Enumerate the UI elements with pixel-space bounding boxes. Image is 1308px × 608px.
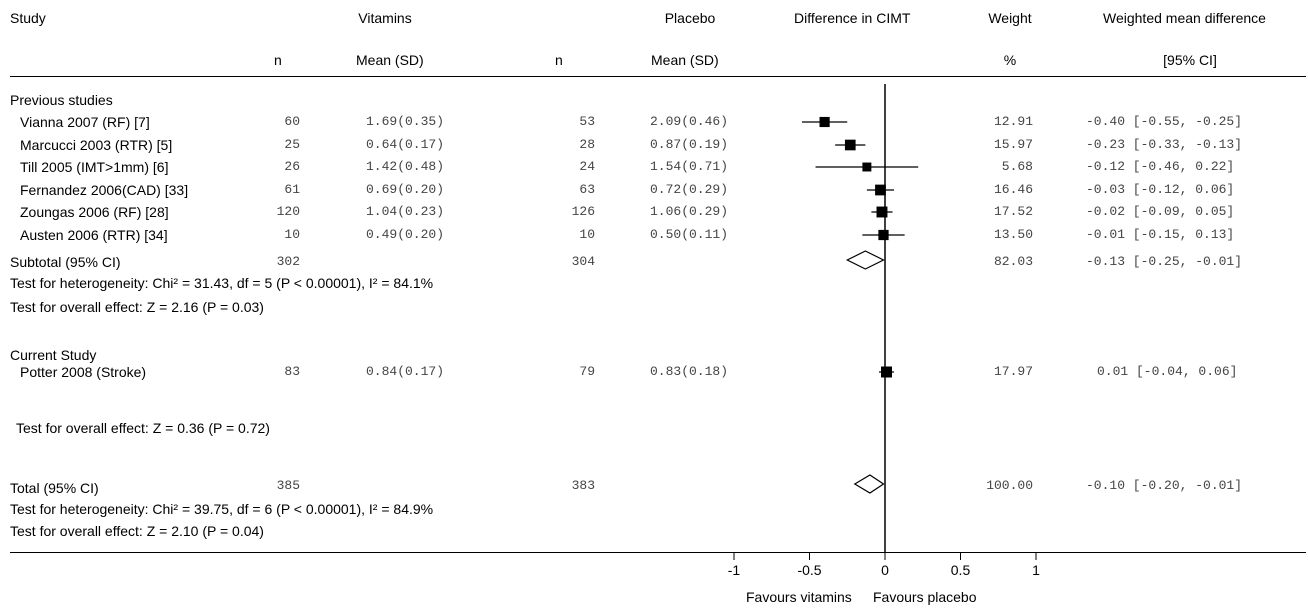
study-wmd: -0.01 [-0.15, 0.13] <box>1086 227 1235 242</box>
study-wmd: -0.03 [-0.12, 0.06] <box>1086 182 1235 197</box>
subtotal-heterogeneity: Test for heterogeneity: Chi² = 31.43, df… <box>10 275 434 291</box>
footer-divider <box>10 552 1306 553</box>
total-label: Total (95% CI) <box>10 480 99 496</box>
header-n-vitamins: n <box>274 52 282 68</box>
total-heterogeneity: Test for heterogeneity: Chi² = 39.75, df… <box>10 501 434 517</box>
study-weight: 16.46 <box>993 182 1033 197</box>
effect-square <box>862 162 872 172</box>
study-n-vitamins: 60 <box>284 114 300 129</box>
pooled-diamond <box>853 474 885 494</box>
pooled-diamond <box>845 250 885 270</box>
header-wmd: Weighted mean difference <box>1103 10 1266 26</box>
study-mean-placebo: 1.06(0.29) <box>650 204 729 219</box>
study-n-placebo: 10 <box>579 227 595 242</box>
study-weight: 13.50 <box>993 227 1033 242</box>
effect-square <box>844 139 856 151</box>
study-mean-vitamins: 1.42(0.48) <box>366 159 445 174</box>
study-mean-placebo: 1.54(0.71) <box>650 159 729 174</box>
study-label: Zoungas 2006 (RF) [28] <box>20 204 169 220</box>
study-wmd: -0.12 [-0.46, 0.22] <box>1086 159 1235 174</box>
header-mean-vitamins: Mean (SD) <box>356 52 424 68</box>
study-n-vitamins: 10 <box>284 227 300 242</box>
study-n-placebo: 24 <box>579 159 595 174</box>
study-n-vitamins: 26 <box>284 159 300 174</box>
header-divider <box>10 76 1306 77</box>
study-mean-placebo: 0.50(0.11) <box>650 227 729 242</box>
study-mean-placebo: 0.72(0.29) <box>650 182 729 197</box>
subtotal-label: Subtotal (95% CI) <box>10 254 121 270</box>
study-n-vitamins: 120 <box>276 204 300 219</box>
study-label: Potter 2008 (Stroke) <box>20 364 147 380</box>
effect-square <box>876 206 888 218</box>
subtotal-overall-effect: Test for overall effect: Z = 2.16 (P = 0… <box>10 299 264 315</box>
study-n-placebo: 28 <box>579 137 595 152</box>
header-study: Study <box>10 10 46 26</box>
effect-square <box>819 116 830 128</box>
x-tick-label: -1 <box>727 562 741 578</box>
study-weight: 17.52 <box>993 204 1033 219</box>
total-n-vitamins: 385 <box>276 478 300 493</box>
study-label: Fernandez 2006(CAD) [33] <box>20 182 189 198</box>
group-label-current: Current Study <box>10 347 97 363</box>
study-weight: 12.91 <box>993 114 1033 129</box>
header-weight: Weight <box>988 10 1032 26</box>
study-wmd: 0.01 [-0.04, 0.06] <box>1097 364 1238 379</box>
header-percent: % <box>1003 52 1017 68</box>
x-tick-label: -0.5 <box>797 562 822 578</box>
study-n-vitamins: 83 <box>284 364 300 379</box>
total-weight: 100.00 <box>986 478 1033 493</box>
current-overall-effect: Test for overall effect: Z = 0.36 (P = 0… <box>16 420 270 436</box>
effect-square <box>881 366 893 378</box>
x-tick-label: 1 <box>1032 562 1040 578</box>
header-ci: [95% CI] <box>1163 52 1217 68</box>
study-mean-vitamins: 0.69(0.20) <box>366 182 445 197</box>
study-label: Vianna 2007 (RF) [7] <box>20 114 150 130</box>
study-label: Marcucci 2003 (RTR) [5] <box>20 137 173 153</box>
x-tick-label: 0.5 <box>950 562 971 578</box>
study-label: Till 2005 (IMT>1mm) [6] <box>20 159 169 175</box>
header-mean-placebo: Mean (SD) <box>651 52 719 68</box>
effect-square <box>875 184 886 196</box>
study-mean-placebo: 0.83(0.18) <box>650 364 729 379</box>
study-weight: 5.68 <box>1001 159 1033 174</box>
subtotal-n-vitamins: 302 <box>276 254 300 269</box>
header-n-placebo: n <box>555 52 563 68</box>
header-placebo: Placebo <box>664 10 716 26</box>
total-n-placebo: 383 <box>571 478 595 493</box>
x-tick-label: 0 <box>881 562 889 578</box>
study-wmd: -0.02 [-0.09, 0.05] <box>1086 204 1235 219</box>
study-mean-vitamins: 0.49(0.20) <box>366 227 445 242</box>
study-n-vitamins: 25 <box>284 137 300 152</box>
study-n-placebo: 53 <box>579 114 595 129</box>
effect-square <box>878 229 889 241</box>
study-weight: 17.97 <box>993 364 1033 379</box>
study-mean-vitamins: 0.84(0.17) <box>366 364 445 379</box>
subtotal-weight: 82.03 <box>993 254 1033 269</box>
header-difference: Difference in CIMT <box>794 10 911 26</box>
axis-label-right: Favours placebo <box>873 589 977 605</box>
axis-label-left: Favours vitamins <box>746 589 852 605</box>
study-wmd: -0.40 [-0.55, -0.25] <box>1086 114 1243 129</box>
study-n-placebo: 79 <box>579 364 595 379</box>
study-n-placebo: 63 <box>579 182 595 197</box>
subtotal-wmd: -0.13 [-0.25, -0.01] <box>1086 254 1243 269</box>
study-label: Austen 2006 (RTR) [34] <box>20 227 168 243</box>
study-wmd: -0.23 [-0.33, -0.13] <box>1086 137 1243 152</box>
header-vitamins: Vitamins <box>358 10 412 26</box>
total-overall-effect: Test for overall effect: Z = 2.10 (P = 0… <box>10 523 264 539</box>
study-mean-vitamins: 1.04(0.23) <box>366 204 445 219</box>
study-n-placebo: 126 <box>571 204 595 219</box>
study-mean-vitamins: 0.64(0.17) <box>366 137 445 152</box>
subtotal-n-placebo: 304 <box>571 254 595 269</box>
study-mean-placebo: 2.09(0.46) <box>650 114 729 129</box>
total-wmd: -0.10 [-0.20, -0.01] <box>1086 478 1243 493</box>
study-weight: 15.97 <box>993 137 1033 152</box>
study-mean-vitamins: 1.69(0.35) <box>366 114 445 129</box>
study-mean-placebo: 0.87(0.19) <box>650 137 729 152</box>
group-label-previous: Previous studies <box>10 92 113 108</box>
study-n-vitamins: 61 <box>284 182 300 197</box>
